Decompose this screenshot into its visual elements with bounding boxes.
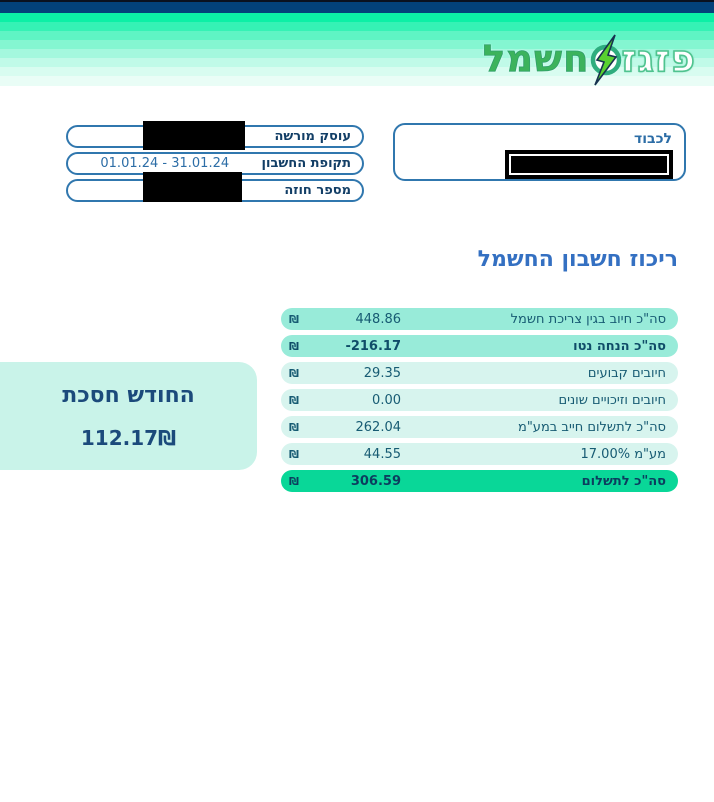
bill-fields: עוסק מורשה תקופת החשבון 01.01.24 - 31.01…	[66, 121, 364, 206]
savings-amount: 112.17₪	[80, 425, 177, 450]
addressee-redaction-inner	[509, 154, 669, 175]
shekel-symbol: ₪	[289, 420, 299, 434]
header-navy-bar	[0, 2, 714, 13]
row-label: סה"כ לתשלום חייב במע"מ	[518, 419, 666, 435]
table-row-net-discount: סה"כ הנחה נטו ₪ -216.17	[281, 335, 678, 357]
row-label: מע"מ 17.00%	[580, 446, 667, 462]
row-label: סה"כ חיוב בגין צריכת חשמל	[510, 311, 666, 327]
table-row-misc-charges-credits: חיובים וזיכויים שונים ₪ 0.00	[281, 389, 678, 411]
brand-logo: פזגז חשמל	[482, 34, 696, 86]
field-contract-number-label: מספר חוזה	[284, 183, 351, 198]
addressee-label: לכבוד	[634, 131, 672, 147]
row-value: 29.35	[363, 365, 401, 381]
row-value-cell: ₪ 44.55	[289, 447, 401, 462]
row-value-cell: ₪ 306.59	[289, 474, 401, 489]
field-authorized-dealer-label: עוסק מורשה	[274, 129, 351, 144]
row-value: 306.59	[350, 473, 401, 489]
logo-text-pazgaz: פזגז	[621, 36, 696, 81]
table-row-total-to-pay: סה"כ לתשלום ₪ 306.59	[281, 470, 678, 492]
top-black-strip	[0, 0, 714, 2]
shekel-symbol: ₪	[289, 339, 299, 353]
table-row-consumption-charge: סה"כ חיוב בגין צריכת חשמל ₪ 448.86	[281, 308, 678, 330]
monthly-savings-box: החודש חסכת 112.17₪	[0, 362, 257, 470]
addressee-box: לכבוד	[393, 123, 686, 181]
addressee-redacted-value	[505, 150, 673, 179]
row-value-cell: ₪ 448.86	[289, 312, 401, 327]
row-value: 448.86	[355, 311, 402, 327]
row-value: 44.55	[363, 446, 401, 462]
savings-headline: החודש חסכת	[62, 382, 195, 408]
row-value-cell: ₪ 262.04	[289, 420, 401, 435]
field-billing-period-value: 01.01.24 - 31.01.24	[100, 156, 230, 171]
row-label: סה"כ לתשלום	[581, 473, 666, 489]
field-billing-period-label: תקופת החשבון	[261, 156, 351, 171]
dealer-redacted-value	[143, 121, 245, 150]
row-label: סה"כ הנחה נטו	[573, 338, 666, 354]
row-value: -216.17	[345, 338, 401, 354]
shekel-symbol: ₪	[289, 447, 299, 461]
row-value: 0.00	[372, 392, 401, 408]
row-label: חיובים וזיכויים שונים	[558, 392, 666, 408]
row-value: 262.04	[355, 419, 402, 435]
row-value-cell: ₪ -216.17	[289, 339, 401, 354]
contract-redacted-value	[143, 172, 242, 202]
table-row-fixed-charges: חיובים קבועים ₪ 29.35	[281, 362, 678, 384]
summary-title: ריכוז חשבון החשמל	[477, 247, 678, 272]
shekel-symbol: ₪	[289, 366, 299, 380]
logo-text-hashmal: חשמל	[482, 36, 590, 80]
shekel-symbol: ₪	[289, 474, 299, 488]
lightning-bolt-icon	[588, 34, 624, 86]
table-row-total-before-vat: סה"כ לתשלום חייב במע"מ ₪ 262.04	[281, 416, 678, 438]
shekel-symbol: ₪	[289, 393, 299, 407]
row-label: חיובים קבועים	[587, 365, 666, 381]
row-value-cell: ₪ 0.00	[289, 393, 401, 408]
bill-summary-table: סה"כ חיוב בגין צריכת חשמל ₪ 448.86 סה"כ …	[281, 308, 678, 497]
row-value-cell: ₪ 29.35	[289, 366, 401, 381]
shekel-symbol: ₪	[289, 312, 299, 326]
table-row-vat: מע"מ 17.00% ₪ 44.55	[281, 443, 678, 465]
